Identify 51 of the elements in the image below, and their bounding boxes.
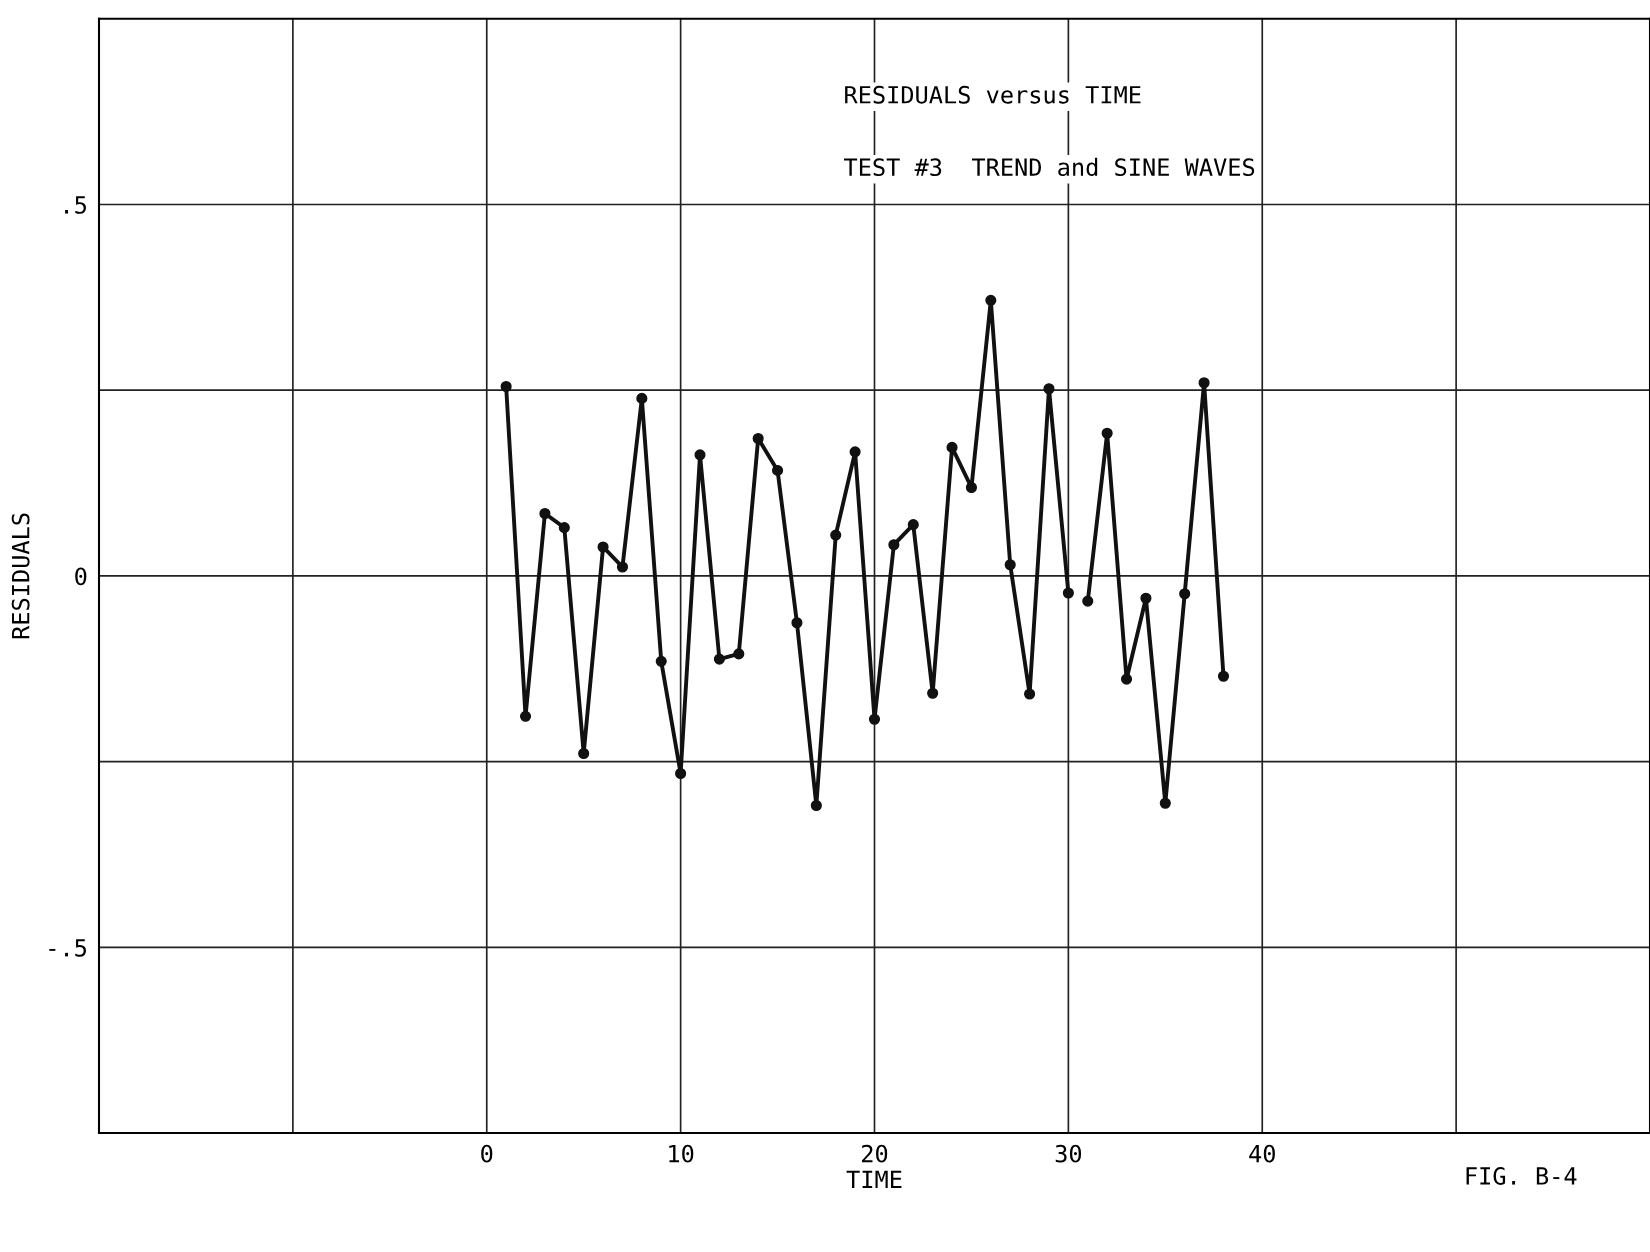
- point: [597, 541, 609, 553]
- point: [1140, 592, 1152, 604]
- point: [616, 561, 629, 573]
- point: [558, 522, 570, 534]
- point: [1198, 377, 1210, 389]
- point: [1004, 559, 1016, 571]
- point: [733, 648, 745, 660]
- point: [1024, 688, 1036, 700]
- point: [655, 655, 667, 667]
- point: [830, 529, 842, 541]
- point: [810, 799, 822, 812]
- point: [849, 446, 861, 458]
- point: [519, 710, 532, 722]
- point: [985, 294, 997, 306]
- point: [1062, 587, 1074, 599]
- point: [946, 441, 958, 453]
- y-tick-label: .5: [65, 196, 86, 214]
- point: [578, 747, 590, 760]
- point: [868, 713, 881, 725]
- point: [500, 380, 512, 393]
- point: [694, 449, 706, 461]
- point: [1179, 588, 1191, 600]
- x-axis-title: TIME: [846, 1170, 902, 1188]
- x-tick-label: 30: [1055, 1144, 1082, 1163]
- point: [752, 432, 764, 445]
- point: [927, 687, 939, 699]
- y-axis-title: RESIDUALS: [11, 513, 30, 639]
- point: [636, 392, 648, 404]
- point: [1217, 670, 1230, 682]
- point: [772, 464, 784, 476]
- point: [1101, 427, 1113, 439]
- point: [675, 767, 687, 780]
- point: [791, 617, 803, 629]
- point: [713, 653, 725, 665]
- x-tick-label: 40: [1249, 1144, 1275, 1163]
- text: RESIDUALS versus TIME: [845, 85, 1141, 104]
- point: [1082, 595, 1094, 607]
- text: TEST #3 TREND and SINE WAVES: [844, 157, 1255, 177]
- point: [1120, 673, 1133, 685]
- point: [1043, 383, 1055, 395]
- point: [1159, 797, 1171, 809]
- y-tick-label: -.5: [49, 939, 86, 957]
- point: [907, 519, 919, 531]
- x-tick-label: 20: [862, 1144, 888, 1163]
- y-tick-label: 0: [75, 567, 87, 586]
- x-tick-label: 10: [669, 1144, 694, 1163]
- point: [965, 481, 977, 494]
- point: [539, 507, 551, 520]
- point: [888, 539, 900, 551]
- x-tick-label: 0: [481, 1144, 493, 1163]
- text: FIG. B-4: [1466, 1167, 1577, 1185]
